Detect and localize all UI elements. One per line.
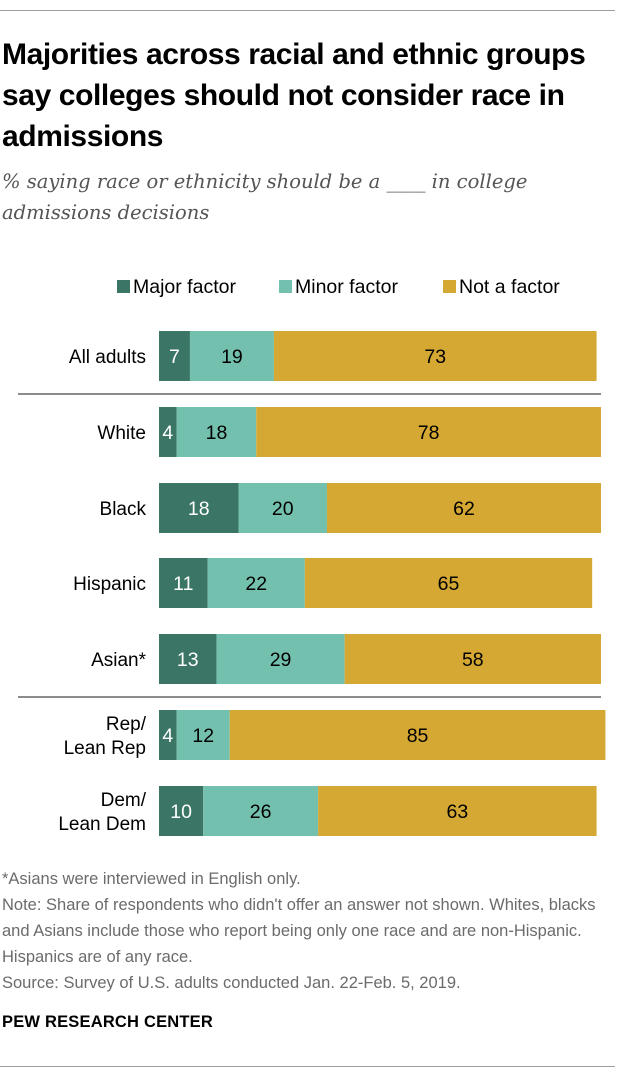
data-label-minor-factor: 19 bbox=[221, 346, 243, 368]
bar-row: Rep/Lean Rep 4 12 85 bbox=[64, 710, 606, 760]
bar-row: Asian* 13 29 58 bbox=[91, 634, 601, 684]
bar-segment-not-a-factor bbox=[229, 710, 606, 760]
data-label-major-factor: 13 bbox=[177, 649, 199, 671]
bar-segment-not-a-factor bbox=[273, 331, 597, 381]
bar-segment-minor-factor bbox=[238, 483, 327, 533]
bar-segment-minor-factor bbox=[176, 407, 257, 457]
data-label-not-a-factor: 73 bbox=[424, 346, 446, 368]
category-label: Dem/Lean Dem bbox=[58, 790, 146, 835]
data-label-minor-factor: 20 bbox=[272, 498, 294, 520]
legend-swatch-minor-factor bbox=[279, 280, 292, 293]
chart-rows: All adults 7 19 73 White 4 18 78 Black 18 20 62 Hisp… bbox=[58, 331, 606, 836]
bar-segment-major-factor bbox=[159, 331, 190, 381]
data-label-not-a-factor: 62 bbox=[453, 498, 475, 520]
data-label-major-factor: 7 bbox=[169, 346, 180, 368]
pew-research-center-logo: PEW RESEARCH CENTER bbox=[2, 1013, 213, 1031]
bar-segment-major-factor bbox=[159, 407, 177, 457]
category-label: White bbox=[97, 423, 146, 444]
chart-subtitle: % saying race or ethnicity should be a _… bbox=[2, 170, 528, 224]
bar-segment-major-factor bbox=[159, 786, 204, 836]
bar-segment-minor-factor bbox=[207, 558, 305, 608]
data-label-major-factor: 10 bbox=[170, 801, 192, 823]
bar-row: Dem/Lean Dem 10 26 63 bbox=[58, 786, 597, 836]
bar-segment-not-a-factor bbox=[304, 558, 593, 608]
source-text: Source: Survey of U.S. adults conducted … bbox=[2, 974, 461, 992]
data-label-not-a-factor: 63 bbox=[446, 801, 468, 823]
data-label-minor-factor: 18 bbox=[206, 422, 228, 444]
category-label: Rep/Lean Rep bbox=[64, 714, 147, 759]
bar-segment-minor-factor bbox=[189, 331, 274, 381]
bar-segment-major-factor bbox=[159, 483, 239, 533]
stacked-bar-chart: Major factor Minor factor Not a factor All… bbox=[18, 276, 606, 836]
bar-row: Black 18 20 62 bbox=[100, 483, 601, 533]
category-label: All adults bbox=[69, 347, 146, 368]
category-label: Asian* bbox=[91, 650, 147, 671]
group-dividers bbox=[18, 393, 601, 698]
bar-segment-not-a-factor bbox=[326, 483, 601, 533]
bar-segment-major-factor bbox=[159, 634, 217, 684]
data-label-major-factor: 4 bbox=[162, 422, 173, 444]
data-label-not-a-factor: 85 bbox=[407, 725, 429, 747]
data-label-major-factor: 11 bbox=[173, 573, 193, 595]
bar-segment-not-a-factor bbox=[256, 407, 601, 457]
data-label-minor-factor: 22 bbox=[245, 573, 267, 595]
data-label-minor-factor: 29 bbox=[270, 649, 292, 671]
chart-notes: *Asians were interviewed in English only… bbox=[2, 866, 614, 996]
chart-title: Majorities across racial and ethnic grou… bbox=[2, 38, 586, 153]
data-label-not-a-factor: 58 bbox=[462, 649, 484, 671]
category-label: Hispanic bbox=[73, 574, 146, 595]
data-label-not-a-factor: 65 bbox=[438, 573, 460, 595]
note-text: Note: Share of respondents who didn't of… bbox=[2, 896, 596, 966]
top-rule bbox=[0, 10, 615, 11]
data-label-major-factor: 4 bbox=[162, 725, 173, 747]
data-label-minor-factor: 12 bbox=[192, 725, 214, 747]
bar-row: All adults 7 19 73 bbox=[69, 331, 597, 381]
bar-segment-minor-factor bbox=[216, 634, 345, 684]
legend-swatch-not-a-factor bbox=[443, 280, 456, 293]
data-label-minor-factor: 26 bbox=[250, 801, 272, 823]
bar-segment-minor-factor bbox=[203, 786, 319, 836]
bar-row: White 4 18 78 bbox=[97, 407, 601, 457]
chart-legend: Major factor Minor factor Not a factor bbox=[117, 276, 560, 298]
bar-segment-not-a-factor bbox=[344, 634, 601, 684]
data-label-not-a-factor: 78 bbox=[418, 422, 440, 444]
bar-row: Hispanic 11 22 65 bbox=[73, 558, 593, 608]
bottom-rule bbox=[0, 1066, 615, 1067]
legend-label-not-a-factor: Not a factor bbox=[459, 276, 560, 298]
legend-label-minor-factor: Minor factor bbox=[295, 276, 398, 298]
bar-segment-major-factor bbox=[159, 558, 208, 608]
category-label: Black bbox=[100, 499, 147, 520]
asian-footnote: *Asians were interviewed in English only… bbox=[2, 870, 301, 888]
bar-segment-minor-factor bbox=[176, 710, 230, 760]
legend-swatch-major-factor bbox=[117, 280, 130, 293]
legend-label-major-factor: Major factor bbox=[133, 276, 236, 298]
bar-segment-major-factor bbox=[159, 710, 177, 760]
bar-segment-not-a-factor bbox=[318, 786, 597, 836]
data-label-major-factor: 18 bbox=[188, 498, 210, 520]
